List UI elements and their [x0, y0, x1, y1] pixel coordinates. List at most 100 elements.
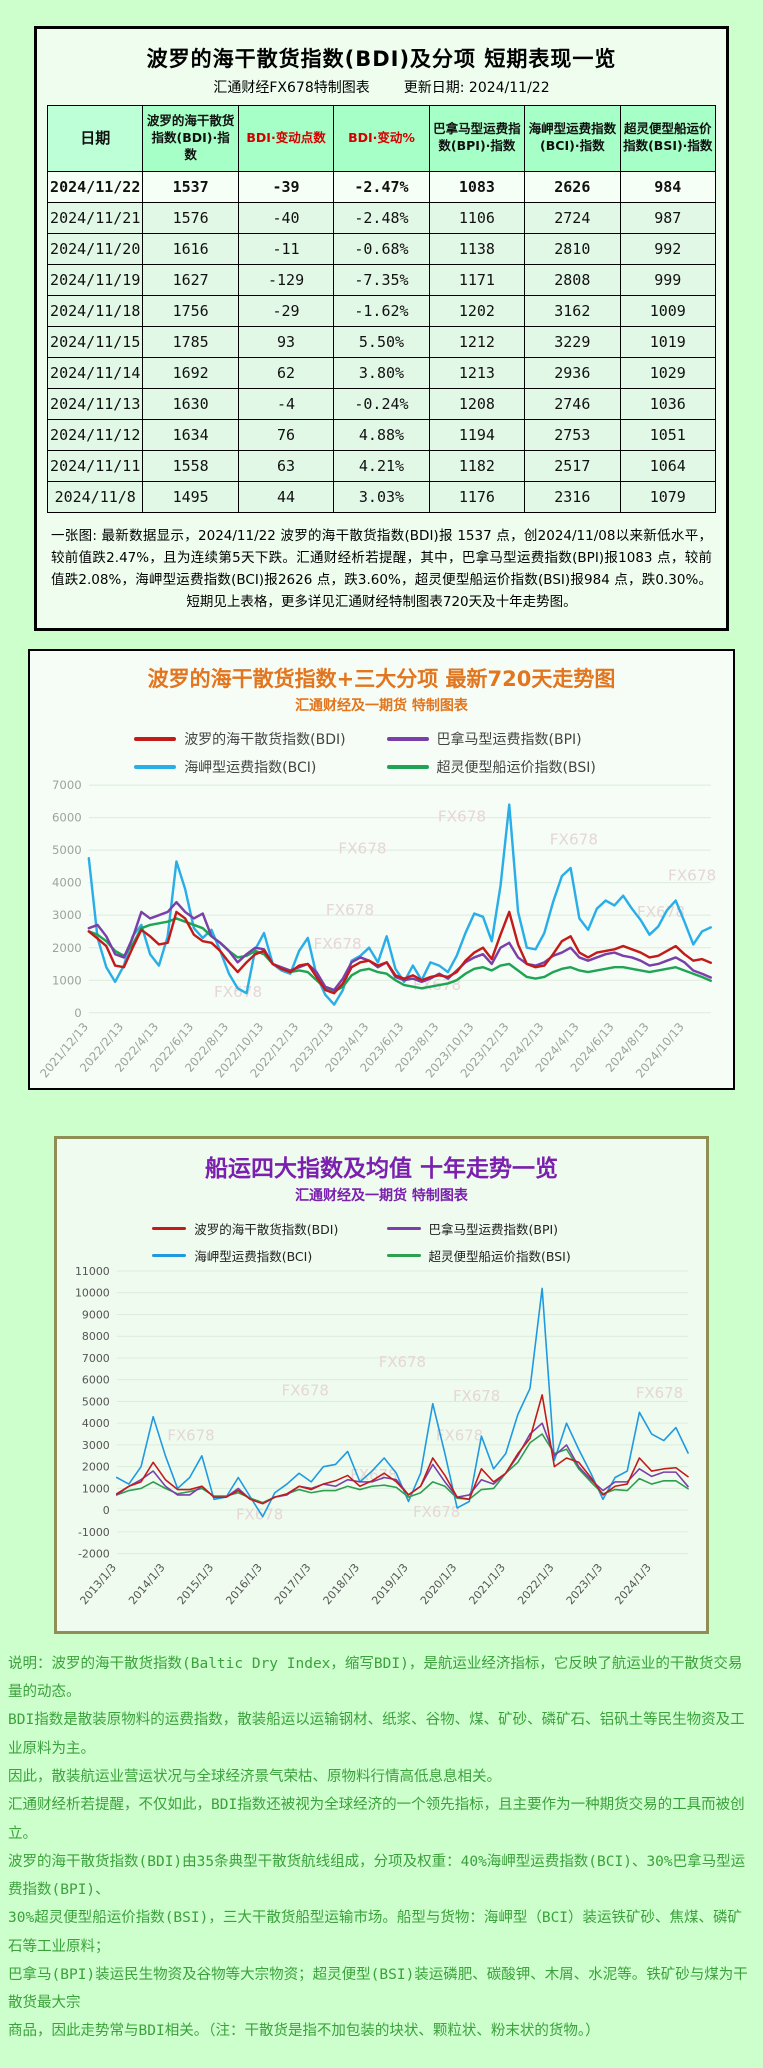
- legend-label: 海岬型运费指数(BCI): [194, 1248, 313, 1264]
- table-cell: 2024/11/15: [46, 325, 144, 358]
- table-cell: 1036: [619, 387, 717, 420]
- table-cell: 2746: [524, 387, 621, 420]
- chart2-canvas: -2000 -1000 0 1000 2000 3000 4000 5000 6000 7000 8…: [75, 1267, 689, 1607]
- svg-text:2021/1/3: 2021/1/3: [466, 1561, 508, 1607]
- table-cell: 1213: [428, 356, 526, 389]
- table-cell: 1634: [142, 418, 239, 451]
- table-cell: 992: [619, 232, 717, 265]
- table-cell: 62: [237, 356, 335, 389]
- table-row: 2024/11/21 1576 -40 -2.48% 1106 2724 987: [46, 201, 717, 234]
- svg-text:FX678: FX678: [236, 1505, 283, 1523]
- legend-line-swatch: [386, 1226, 421, 1230]
- table-cell: 1064: [619, 449, 717, 482]
- svg-text:FX678: FX678: [668, 866, 716, 884]
- svg-text:8000: 8000: [82, 1330, 110, 1343]
- chart2-legend: 波罗的海干散货指数(BDI) 巴拿马型运费指数(BPI) 海岬型运费指数(BCI) 超…: [152, 1219, 611, 1265]
- column-header: 波罗的海干散货指数(BDI)·指数: [142, 105, 239, 172]
- legend-item: 海岬型运费指数(BCI): [152, 1246, 376, 1265]
- table-cell: 1756: [142, 294, 239, 327]
- chart-720day-card: 波罗的海干散货指数+三大分项 最新720天走势图 汇通财经及一期货 特制图表 波…: [28, 648, 735, 1090]
- legend-line-swatch: [134, 736, 177, 741]
- legend-label: 波罗的海干散货指数(BDI): [194, 1221, 339, 1237]
- legend-label: 波罗的海干散货指数(BDI): [184, 731, 346, 748]
- table-cell: -129: [237, 263, 335, 296]
- table-cell: 1029: [619, 356, 717, 389]
- table-body: 2024/11/22 1537 -39 -2.47% 1083 2626 984 2024/1…: [46, 170, 717, 513]
- table-cell: 1083: [428, 170, 526, 203]
- legend-label: 巴拿马型运费指数(BPI): [436, 731, 582, 748]
- legend-item: 波罗的海干散货指数(BDI): [134, 729, 376, 749]
- table-cell: 2024/11/12: [46, 418, 144, 451]
- svg-text:3000: 3000: [52, 908, 82, 922]
- chart2-title: 船运四大指数及均值 十年走势一览: [204, 1155, 558, 1182]
- column-header: 巴拿马型运费指数(BPI)·指数: [428, 105, 526, 172]
- svg-text:FX678: FX678: [338, 839, 386, 857]
- svg-text:7000: 7000: [82, 1352, 110, 1365]
- table-cell: 2024/11/14: [46, 356, 144, 389]
- table-cell: 76: [237, 418, 335, 451]
- chart1-canvas: 010002000300040005000600070002021/12/132…: [38, 779, 716, 1080]
- table-cell: 3.03%: [333, 480, 430, 513]
- table-cell: 1558: [142, 449, 239, 482]
- legend-label: 超灵便型船运价指数(BSI): [428, 1248, 571, 1264]
- legend-item: 波罗的海干散货指数(BDI): [152, 1219, 376, 1238]
- svg-text:2022/1/3: 2022/1/3: [515, 1561, 557, 1607]
- table-header-row: 日期 波罗的海干散货指数(BDI)·指数 BDI·变动点数 BDI·变动% 巴拿马型运费…: [46, 105, 717, 172]
- table-cell: 2024/11/13: [46, 387, 144, 420]
- table-cell: 1495: [142, 480, 239, 513]
- svg-text:FX678: FX678: [379, 1353, 426, 1371]
- footer-line: 波罗的海干散货指数(BDI)由35条典型干散货航线组成，分项及权重：40%海岬型…: [8, 1853, 746, 1899]
- legend-line-swatch: [134, 764, 177, 769]
- table-cell: 2024/11/21: [46, 201, 144, 234]
- table-cell: 1212: [428, 325, 526, 358]
- svg-text:FX678: FX678: [313, 935, 361, 953]
- svg-text:9000: 9000: [82, 1308, 110, 1321]
- table-cell: 2626: [524, 170, 621, 203]
- chart1-legend: 波罗的海干散货指数(BDI) 巴拿马型运费指数(BPI) 海岬型运费指数(BCI) 超…: [134, 729, 629, 777]
- svg-text:FX678: FX678: [167, 1426, 214, 1444]
- svg-text:7000: 7000: [52, 779, 82, 792]
- svg-text:2019/1/3: 2019/1/3: [369, 1561, 411, 1607]
- legend-label: 巴拿马型运费指数(BPI): [428, 1221, 559, 1237]
- table-row: 2024/11/18 1756 -29 -1.62% 1202 3162 1009: [46, 294, 717, 327]
- legend-item: 巴拿马型运费指数(BPI): [386, 1219, 611, 1238]
- table-cell: 2024/11/19: [46, 263, 144, 296]
- table-cell: -2.47%: [333, 170, 430, 203]
- table-cell: 2936: [524, 356, 621, 389]
- table-cell: 1106: [428, 201, 526, 234]
- table-cell: 1009: [619, 294, 717, 327]
- legend-line-swatch: [386, 736, 429, 741]
- chart1-title: 波罗的海干散货指数+三大分项 最新720天走势图: [147, 666, 616, 691]
- svg-text:FX678: FX678: [453, 1387, 500, 1405]
- column-header: 日期: [46, 105, 144, 172]
- legend-item: 超灵便型船运价指数(BSI): [386, 1246, 611, 1265]
- table-cell: 1630: [142, 387, 239, 420]
- svg-text:5000: 5000: [82, 1395, 110, 1408]
- column-header: BDI·变动%: [333, 105, 430, 172]
- table-cell: -4: [237, 387, 335, 420]
- table-cell: 5.50%: [333, 325, 430, 358]
- table-cell: 1182: [428, 449, 526, 482]
- table-cell: 1537: [142, 170, 239, 203]
- svg-text:FX678: FX678: [438, 807, 486, 825]
- svg-text:FX678: FX678: [550, 830, 598, 848]
- table-title: 波罗的海干散货指数(BDI)及分项 短期表现一览: [146, 47, 617, 71]
- svg-text:2000: 2000: [82, 1460, 110, 1473]
- svg-text:6000: 6000: [82, 1373, 110, 1386]
- svg-text:2015/1/3: 2015/1/3: [175, 1561, 217, 1607]
- table-row: 2024/11/11 1558 63 4.21% 1182 2517 1064: [46, 449, 717, 482]
- table-row: 2024/11/13 1630 -4 -0.24% 1208 2746 1036: [46, 387, 717, 420]
- page: { "table_card": { "title": "波罗的海干散货指数(BD…: [0, 26, 763, 2046]
- column-header: 超灵便型船运价指数(BSI)·指数: [619, 105, 717, 172]
- svg-text:-2000: -2000: [78, 1547, 110, 1560]
- table-cell: 1627: [142, 263, 239, 296]
- table-cell: -40: [237, 201, 335, 234]
- svg-text:2020/1/3: 2020/1/3: [418, 1561, 460, 1607]
- svg-text:1000: 1000: [82, 1482, 110, 1495]
- table-cell: 1171: [428, 263, 526, 296]
- legend-line-swatch: [386, 1253, 421, 1257]
- table-cell: 1019: [619, 325, 717, 358]
- svg-text:-1000: -1000: [78, 1525, 110, 1538]
- table-cell: -1.62%: [333, 294, 430, 327]
- svg-text:2013/1/3: 2013/1/3: [78, 1561, 120, 1607]
